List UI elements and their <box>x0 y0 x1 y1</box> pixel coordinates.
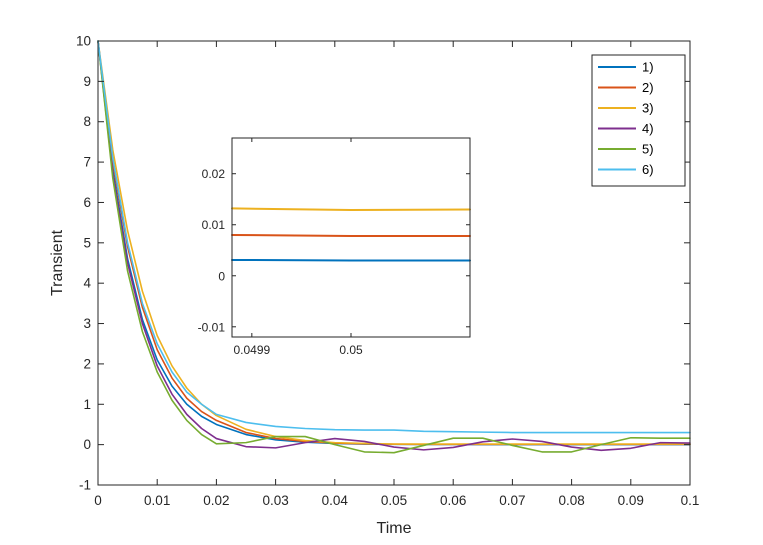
inset-series-line-2 <box>231 233 471 237</box>
legend-label-2: 2) <box>642 80 654 95</box>
inset-x-tick-label: 0.0499 <box>233 343 270 357</box>
inset-y-tick-label: 0 <box>218 269 225 283</box>
x-tick-label: 0.02 <box>203 493 229 508</box>
inset-y-tick-label: -0.01 <box>198 320 226 334</box>
inset-series-line-1 <box>231 258 471 262</box>
series-line-5 <box>97 40 691 454</box>
inset-x-tick-label: 0.05 <box>339 343 363 357</box>
y-tick-label: -1 <box>79 478 91 493</box>
main-plot: 0 0.01 0.02 0.03 0.04 0.05 0.06 0.07 0.08 0.09 0.1… <box>76 34 699 509</box>
x-tick-label: 0.05 <box>381 493 407 508</box>
legend-label-5: 5) <box>642 142 654 157</box>
y-tick-label: 8 <box>83 114 91 129</box>
legend: 1) 2) 3) 4) 5) 6) <box>591 54 686 187</box>
y-tick-label: 2 <box>83 356 91 371</box>
x-tick-label: 0.06 <box>440 493 466 508</box>
y-tick-label: 3 <box>83 316 91 331</box>
y-tick-label: 6 <box>83 195 91 210</box>
y-tick-label: 0 <box>83 437 91 452</box>
legend-label-3: 3) <box>642 101 654 116</box>
y-axis-label: Transient <box>49 229 66 296</box>
series-line-3 <box>97 40 691 445</box>
x-tick-label: 0.08 <box>558 493 584 508</box>
y-tick-label: 5 <box>83 235 91 250</box>
x-axis-label: Time <box>377 520 412 537</box>
y-tick-label: 10 <box>76 34 91 49</box>
y-tick-label: 4 <box>83 276 91 291</box>
inset-y-tick-label: 0.01 <box>202 218 226 232</box>
x-tick-label: 0.04 <box>322 493 349 508</box>
legend-label-6: 6) <box>642 162 654 177</box>
series-line-4 <box>97 40 691 452</box>
x-tick-label: 0 <box>94 493 102 508</box>
inset-series-line-3 <box>231 207 471 211</box>
y-tick-label: 1 <box>83 397 91 412</box>
legend-label-4: 4) <box>642 121 654 136</box>
x-tick-label: 0.03 <box>262 493 288 508</box>
x-tick-label: 0.09 <box>618 493 644 508</box>
inset-y-tick-label: 0.02 <box>202 167 226 181</box>
series-line-6 <box>97 40 691 434</box>
legend-label-1: 1) <box>642 60 654 75</box>
legend-box <box>591 54 686 187</box>
x-tick-label: 0.07 <box>499 493 525 508</box>
x-tick-label: 0.1 <box>681 493 700 508</box>
inset-plot-area <box>232 138 470 337</box>
y-tick-label: 9 <box>83 74 91 89</box>
inset-plot: 0.0499 0.05 -0.01 0 0.01 0.02 <box>198 137 471 357</box>
x-tick-label: 0.01 <box>144 493 170 508</box>
y-tick-label: 7 <box>83 155 91 170</box>
